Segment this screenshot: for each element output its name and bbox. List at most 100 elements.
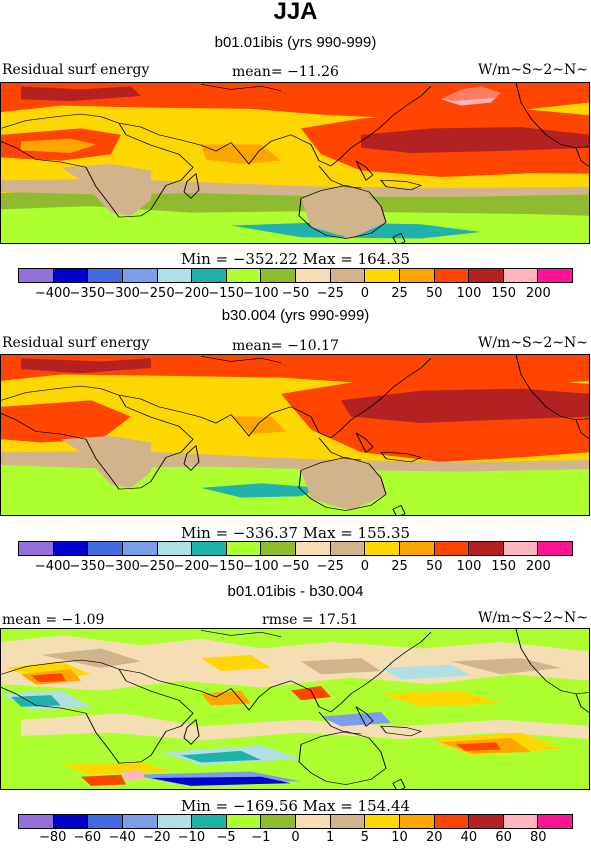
colorbar-swatch: [226, 269, 262, 282]
colorbar-tick-label: 25: [391, 559, 408, 574]
colorbar-tick-label: 80: [530, 830, 547, 845]
colorbar-tick-label: 0: [360, 559, 370, 574]
colorbar-swatch: [365, 815, 400, 828]
colorbar-tick-label: −150: [208, 559, 244, 574]
colorbar-tick-label: 50: [425, 559, 443, 574]
panel-2-colorbar: [18, 541, 573, 556]
colorbar-tick-label: −250: [138, 559, 175, 574]
colorbar-swatch: [19, 542, 54, 555]
panel-3-subtitle: b01.01ibis - b30.004: [227, 583, 364, 600]
colorbar-swatch: [226, 815, 262, 828]
colorbar-tick-label: −50: [281, 559, 310, 574]
colorbar-swatch: [88, 815, 123, 828]
colorbar-swatch: [157, 542, 193, 555]
colorbar-swatch: [538, 542, 572, 555]
colorbar-swatch: [122, 815, 158, 828]
colorbar-swatch: [53, 269, 89, 282]
colorbar-swatch: [330, 542, 366, 555]
panel-3-mean: mean = −1.09: [2, 612, 105, 628]
panel-3-map: [0, 628, 590, 790]
colorbar-swatch: [157, 815, 193, 828]
colorbar-swatch: [296, 542, 331, 555]
colorbar-swatch: [226, 542, 262, 555]
colorbar-tick-label: 150: [491, 559, 517, 574]
colorbar-swatch: [296, 815, 331, 828]
panel-3-colorbar: [18, 814, 573, 829]
colorbar-tick-label: −400: [34, 559, 71, 574]
colorbar-swatch: [192, 542, 227, 555]
panel-1-colorbar: [18, 268, 573, 283]
colorbar-swatch: [261, 542, 296, 555]
panel-2-field-label: Residual surf energy: [2, 335, 150, 351]
panel-1-field-label: Residual surf energy: [2, 62, 150, 78]
colorbar-swatch: [296, 269, 331, 282]
colorbar-tick-label: −300: [104, 559, 140, 574]
colorbar-tick-label: 0: [360, 286, 370, 301]
colorbar-swatch: [365, 542, 400, 555]
colorbar-swatch: [261, 815, 296, 828]
panel-2-subtitle: b30.004 (yrs 990-999): [221, 307, 370, 324]
panel-1-map: [0, 82, 590, 244]
colorbar-tick-label: −60: [73, 830, 102, 845]
colorbar-tick-label: −250: [138, 286, 175, 301]
colorbar-tick-label: 60: [495, 830, 512, 845]
colorbar-swatch: [192, 269, 227, 282]
colorbar-swatch: [469, 815, 504, 828]
colorbar-swatch: [330, 815, 366, 828]
panel-2-units: W/m~S~2~N~: [477, 335, 588, 351]
panel-2-mean: mean= −10.17: [232, 338, 339, 354]
colorbar-swatch: [192, 815, 227, 828]
colorbar-tick-label: −400: [34, 286, 71, 301]
colorbar-tick-label: −80: [38, 830, 67, 845]
colorbar-tick-label: −100: [242, 559, 279, 574]
panel-1-mean: mean= −11.26: [232, 64, 339, 80]
colorbar-tick-label: −350: [69, 286, 106, 301]
colorbar-swatch: [434, 269, 470, 282]
panel-2-minmax: Min = −336.37 Max = 155.35: [180, 524, 411, 542]
colorbar-swatch: [503, 269, 539, 282]
colorbar-tick-label: −25: [316, 559, 344, 574]
panel-3-colorbar-labels: −80 −60 −40 −20 −10 −5 −1 0 1 5 10 20 40 60 80: [0, 830, 591, 848]
colorbar-tick-label: 40: [460, 830, 478, 845]
panel-1-subtitle: b01.01ibis (yrs 990-999): [214, 34, 377, 51]
colorbar-swatch: [122, 542, 158, 555]
colorbar-tick-label: −10: [177, 830, 206, 845]
colorbar-tick-label: −300: [104, 286, 140, 301]
colorbar-tick-label: −25: [316, 286, 344, 301]
colorbar-tick-label: 1: [326, 830, 335, 845]
colorbar-tick-label: 25: [391, 286, 408, 301]
panel-3-units: W/m~S~2~N~: [477, 610, 588, 626]
colorbar-swatch: [434, 815, 470, 828]
colorbar-swatch: [157, 269, 193, 282]
colorbar-tick-label: −200: [173, 286, 210, 301]
colorbar-swatch: [503, 542, 539, 555]
colorbar-swatch: [365, 269, 400, 282]
colorbar-tick-label: 50: [425, 286, 443, 301]
panel-1-minmax: Min = −352.22 Max = 164.35: [180, 250, 411, 268]
colorbar-swatch: [538, 269, 572, 282]
panel-1-colorbar-labels: −400 −350 −300 −250 −200 −150 −100 −50 −25 0 25 50 1…: [0, 286, 591, 304]
colorbar-tick-label: 0: [291, 830, 300, 845]
colorbar-swatch: [261, 269, 296, 282]
colorbar-swatch: [399, 815, 435, 828]
colorbar-tick-label: 5: [360, 830, 370, 845]
colorbar-swatch: [434, 542, 470, 555]
panel-1-units: W/m~S~2~N~: [477, 62, 588, 78]
colorbar-tick-label: −50: [281, 286, 310, 301]
colorbar-swatch: [538, 815, 572, 828]
panel-2-map: [0, 354, 590, 516]
panel-2-colorbar-labels: −400 −350 −300 −250 −200 −150 −100 −50 −25 0 25 50 1…: [0, 559, 591, 577]
colorbar-swatch: [53, 542, 89, 555]
colorbar-swatch: [399, 269, 435, 282]
colorbar-tick-label: −5: [216, 830, 236, 845]
colorbar-tick-label: 100: [456, 286, 482, 301]
colorbar-tick-label: 200: [525, 286, 551, 301]
colorbar-tick-label: 200: [525, 559, 551, 574]
colorbar-swatch: [503, 815, 539, 828]
colorbar-swatch: [469, 269, 504, 282]
colorbar-tick-label: −100: [242, 286, 279, 301]
panel-3-rmse: rmse = 17.51: [262, 612, 359, 628]
colorbar-swatch: [53, 815, 89, 828]
colorbar-swatch: [19, 815, 54, 828]
colorbar-tick-label: 20: [425, 830, 443, 845]
